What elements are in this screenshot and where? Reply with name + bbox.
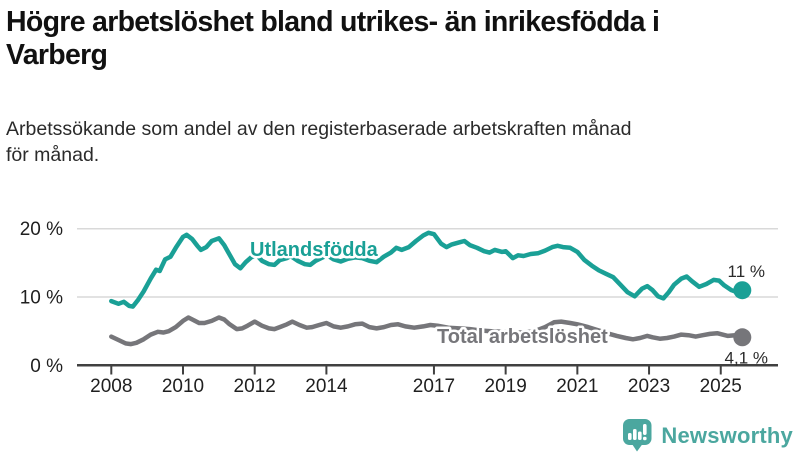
x-tick-label: 2021 (556, 376, 598, 397)
x-tick-label: 2017 (413, 376, 455, 397)
y-tick-label: 10 % (20, 288, 63, 309)
x-tick-label: 2008 (90, 376, 132, 397)
series-line-utlandsfodda (109, 230, 745, 309)
page-title: Högre arbetslöshet bland utrikes- än inr… (6, 6, 660, 72)
x-tick-label: 2019 (485, 376, 527, 397)
brand-footer: Newsworthy (622, 418, 793, 453)
x-tick-label: 2023 (628, 376, 670, 397)
line-chart: 0 % 10 % 20 % 2008 2010 2012 2014 2017 2019 2021 2… (20, 219, 778, 397)
series-label: Total arbetslöshet (437, 326, 608, 348)
series-line-total (109, 315, 745, 347)
chart-header: Högre arbetslöshet bland utrikes- än inr… (0, 6, 800, 169)
series-label: Utlandsfödda (250, 239, 379, 261)
y-tick-label: 0 % (30, 356, 63, 377)
newsworthy-logo-icon (622, 418, 653, 453)
end-value-label: 4,1 % (725, 348, 768, 367)
end-value-label: 11 % (728, 262, 766, 281)
x-tick-label: 2014 (305, 376, 348, 397)
y-tick-label: 20 % (20, 219, 63, 240)
series-end-dot (733, 328, 752, 347)
x-tick-label: 2012 (234, 376, 276, 397)
infographic: Högre arbetslöshet bland utrikes- än inr… (0, 6, 800, 452)
brand-name: Newsworthy (661, 422, 793, 448)
x-tick-label: 2010 (162, 376, 204, 397)
chart-subtitle: Arbetssökande som andel av den registerb… (6, 117, 632, 166)
series-end-dot (733, 281, 752, 300)
x-tick-label: 2025 (700, 376, 742, 397)
